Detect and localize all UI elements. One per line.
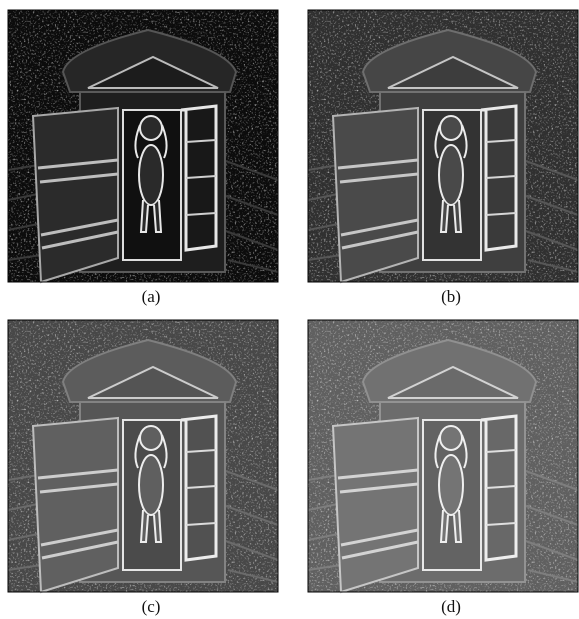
panel-caption: (b) — [441, 287, 461, 306]
panel-caption: (a) — [142, 287, 161, 306]
panel-image — [308, 10, 578, 282]
panel-caption: (c) — [142, 597, 161, 616]
panel-image — [8, 10, 278, 282]
panel-image — [8, 320, 278, 592]
panel-caption: (d) — [441, 597, 461, 616]
figure: (a) (b) (c) (d) — [0, 0, 579, 619]
panels: (a) (b) (c) (d) — [8, 10, 578, 616]
panel-image — [308, 320, 578, 592]
